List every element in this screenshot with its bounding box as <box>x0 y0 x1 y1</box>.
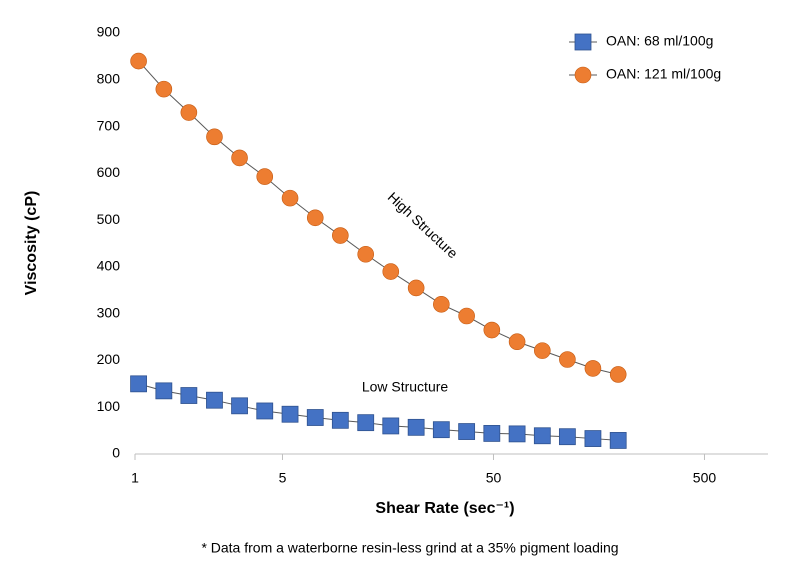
data-point <box>458 423 476 440</box>
legend-label: OAN: 68 ml/100g <box>606 33 713 49</box>
data-point <box>458 307 475 325</box>
x-tick-label: 500 <box>693 470 717 486</box>
data-point <box>483 321 501 339</box>
data-point <box>508 425 526 443</box>
y-axis-title: Viscosity (cP) <box>23 191 40 296</box>
y-tick-label: 600 <box>97 164 121 180</box>
data-point <box>256 402 274 420</box>
data-point <box>357 245 375 263</box>
data-point <box>130 375 147 393</box>
data-point <box>534 342 551 359</box>
data-point <box>332 227 349 244</box>
y-tick-label: 400 <box>97 258 121 274</box>
legend-label: OAN: 121 ml/100g <box>606 66 721 82</box>
data-point <box>558 428 576 446</box>
data-point <box>231 149 248 167</box>
y-tick-label: 500 <box>97 211 121 227</box>
data-point <box>206 391 223 409</box>
annotation: Low Structure <box>362 379 449 395</box>
data-point <box>130 52 147 70</box>
data-point <box>609 366 627 383</box>
data-point <box>407 418 425 436</box>
data-point <box>306 409 324 426</box>
x-axis-title: Shear Rate (sec⁻¹) <box>375 500 514 517</box>
data-point <box>382 417 400 435</box>
data-point <box>584 360 602 377</box>
data-point <box>281 405 299 423</box>
x-tick-label: 5 <box>279 470 287 486</box>
y-tick-label: 200 <box>97 351 121 367</box>
y-tick-label: 0 <box>112 445 120 461</box>
data-point <box>357 414 375 432</box>
data-point <box>382 263 400 280</box>
legend-marker <box>574 33 592 51</box>
y-tick-label: 800 <box>97 70 121 86</box>
y-tick-label: 900 <box>97 24 121 40</box>
data-point <box>206 128 223 146</box>
x-tick-label: 50 <box>486 470 502 486</box>
annotation: High Structure <box>385 189 462 262</box>
data-point <box>180 104 198 121</box>
data-point <box>432 421 450 439</box>
data-point <box>256 168 274 185</box>
data-point <box>306 209 324 227</box>
data-point <box>483 425 501 442</box>
data-point <box>508 333 526 351</box>
data-point <box>433 296 450 313</box>
data-point <box>584 430 602 447</box>
data-point <box>155 382 173 400</box>
data-point <box>559 351 576 368</box>
data-point <box>331 411 349 429</box>
data-point <box>155 80 173 98</box>
legend-marker <box>574 66 592 84</box>
y-tick-label: 700 <box>97 117 121 133</box>
data-point <box>180 387 198 404</box>
series-line <box>138 60 619 375</box>
y-tick-label: 300 <box>97 304 121 320</box>
data-point <box>281 189 299 207</box>
data-point <box>231 397 248 415</box>
data-point <box>533 427 551 445</box>
data-point <box>407 279 425 297</box>
data-point <box>609 432 627 449</box>
x-tick-label: 1 <box>131 470 139 486</box>
y-tick-label: 100 <box>97 398 121 414</box>
footnote: * Data from a waterborne resin-less grin… <box>201 540 618 556</box>
